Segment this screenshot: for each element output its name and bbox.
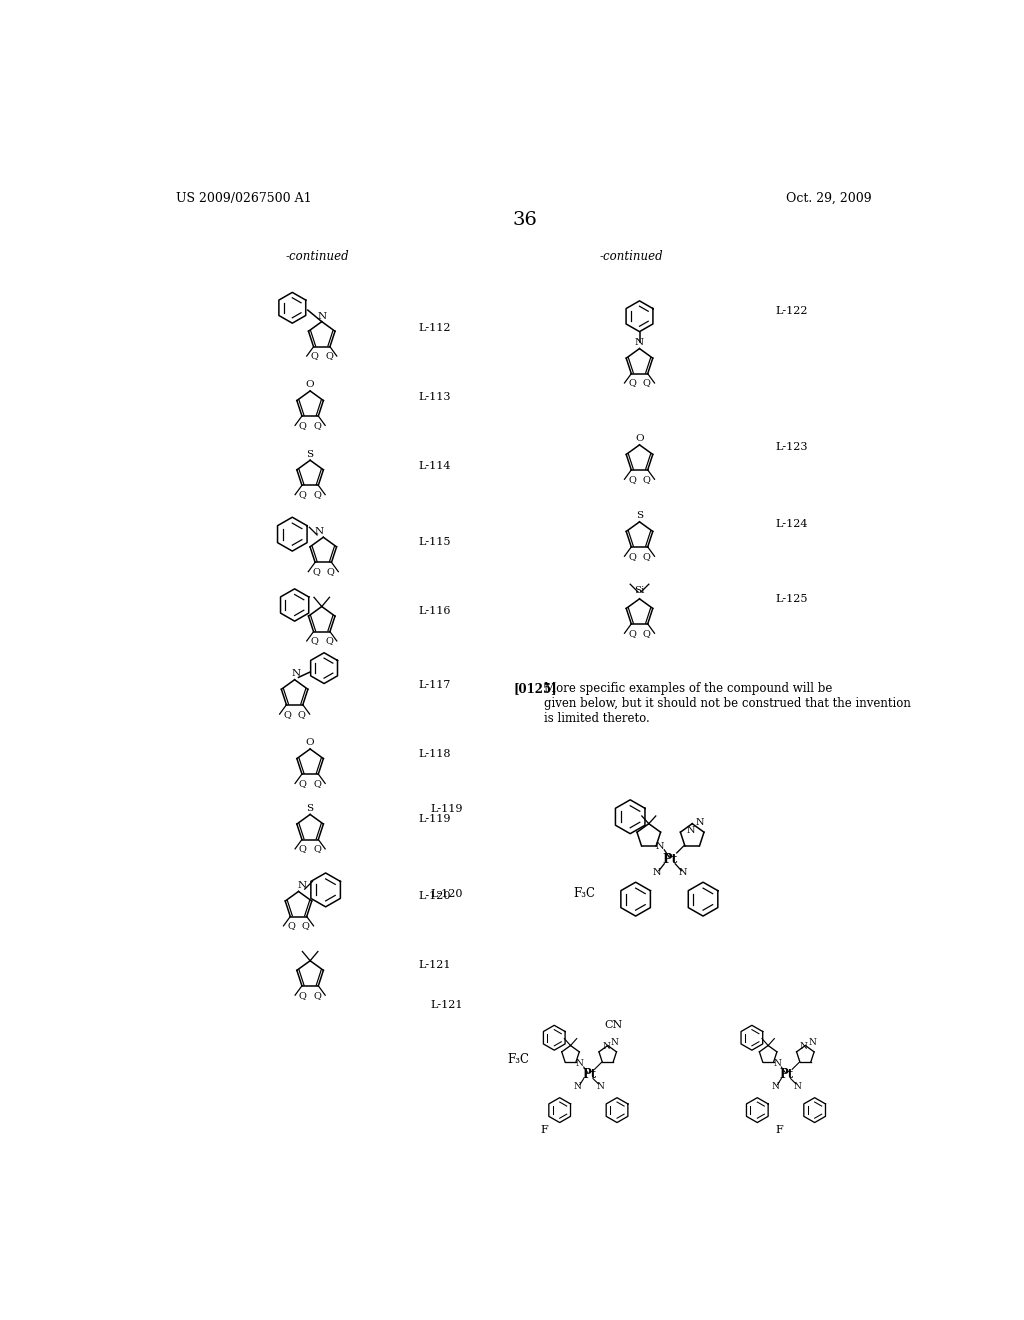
Text: N: N (771, 1082, 779, 1090)
Text: N: N (292, 669, 301, 678)
Text: Pt: Pt (779, 1068, 794, 1081)
Text: O: O (635, 434, 644, 444)
Text: L-119: L-119 (419, 814, 452, 824)
Text: L-118: L-118 (419, 748, 452, 759)
Text: Q: Q (643, 552, 650, 561)
Text: N: N (635, 338, 644, 347)
Text: L-119: L-119 (430, 804, 463, 814)
Text: Q: Q (325, 351, 333, 360)
Text: N: N (655, 842, 664, 851)
Text: Q: Q (299, 421, 307, 430)
Text: Q: Q (284, 710, 292, 718)
Text: L-113: L-113 (419, 392, 452, 403)
Text: CN: CN (605, 1019, 623, 1030)
Text: L-114: L-114 (419, 462, 452, 471)
Text: Q: Q (643, 628, 650, 638)
Text: Q: Q (313, 421, 322, 430)
Text: O: O (306, 738, 314, 747)
Text: Q: Q (312, 568, 321, 576)
Text: Q: Q (299, 990, 307, 999)
Text: O: O (306, 380, 314, 389)
Text: More specific examples of the compound will be
given below, but it should not be: More specific examples of the compound w… (544, 682, 911, 725)
Text: Q: Q (643, 475, 650, 483)
Text: L-112: L-112 (419, 323, 452, 333)
Text: L-121: L-121 (430, 1001, 463, 1010)
Text: -continued: -continued (600, 251, 664, 264)
Text: N: N (317, 312, 327, 321)
Text: N: N (800, 1043, 808, 1052)
Text: Si: Si (634, 586, 645, 595)
Text: S: S (306, 804, 313, 813)
Text: L-122: L-122 (775, 306, 808, 315)
Text: Q: Q (298, 710, 306, 718)
Text: N: N (298, 880, 307, 890)
Text: N: N (794, 1082, 802, 1090)
Text: L-117: L-117 (419, 680, 451, 690)
Text: N: N (602, 1043, 610, 1052)
Text: Q: Q (299, 779, 307, 788)
Text: Q: Q (310, 351, 318, 360)
Text: N: N (773, 1060, 781, 1068)
Text: Q: Q (629, 475, 636, 483)
Text: F: F (775, 1125, 783, 1135)
Text: N: N (686, 826, 695, 836)
Text: L-116: L-116 (419, 606, 452, 616)
Text: Q: Q (629, 628, 636, 638)
Text: L-125: L-125 (775, 594, 808, 603)
Text: L-121: L-121 (419, 961, 452, 970)
Text: N: N (652, 869, 660, 878)
Text: Q: Q (327, 568, 335, 576)
Text: N: N (679, 869, 687, 878)
Text: S: S (636, 511, 643, 520)
Text: Q: Q (302, 921, 309, 931)
Text: L-124: L-124 (775, 519, 808, 529)
Text: Q: Q (288, 921, 295, 931)
Text: N: N (596, 1082, 604, 1090)
Text: S: S (306, 450, 313, 459)
Text: L-123: L-123 (775, 442, 808, 453)
Text: Pt: Pt (663, 853, 678, 866)
Text: L-120: L-120 (430, 888, 463, 899)
Text: F: F (541, 1125, 548, 1135)
Text: Q: Q (643, 379, 650, 388)
Text: Q: Q (299, 845, 307, 853)
Text: Q: Q (299, 490, 307, 499)
Text: Q: Q (310, 636, 318, 645)
Text: F₃C: F₃C (508, 1053, 529, 1065)
Text: Q: Q (313, 845, 322, 853)
Text: Q: Q (629, 379, 636, 388)
Text: L-115: L-115 (419, 537, 452, 546)
Text: Q: Q (325, 636, 333, 645)
Text: N: N (573, 1082, 582, 1090)
Text: -continued: -continued (286, 251, 349, 264)
Text: US 2009/0267500 A1: US 2009/0267500 A1 (176, 191, 311, 205)
Text: N: N (808, 1038, 816, 1047)
Text: N: N (695, 817, 705, 826)
Text: N: N (314, 527, 324, 536)
Text: 36: 36 (512, 211, 538, 228)
Text: F₃C: F₃C (573, 887, 596, 900)
Text: Q: Q (313, 490, 322, 499)
Text: Q: Q (313, 779, 322, 788)
Text: Q: Q (313, 990, 322, 999)
Text: [0125]: [0125] (513, 682, 557, 696)
Text: N: N (575, 1060, 584, 1068)
Text: Pt: Pt (582, 1068, 596, 1081)
Text: Oct. 29, 2009: Oct. 29, 2009 (786, 191, 872, 205)
Text: N: N (610, 1038, 618, 1047)
Text: L-120: L-120 (419, 891, 452, 902)
Text: Q: Q (629, 552, 636, 561)
